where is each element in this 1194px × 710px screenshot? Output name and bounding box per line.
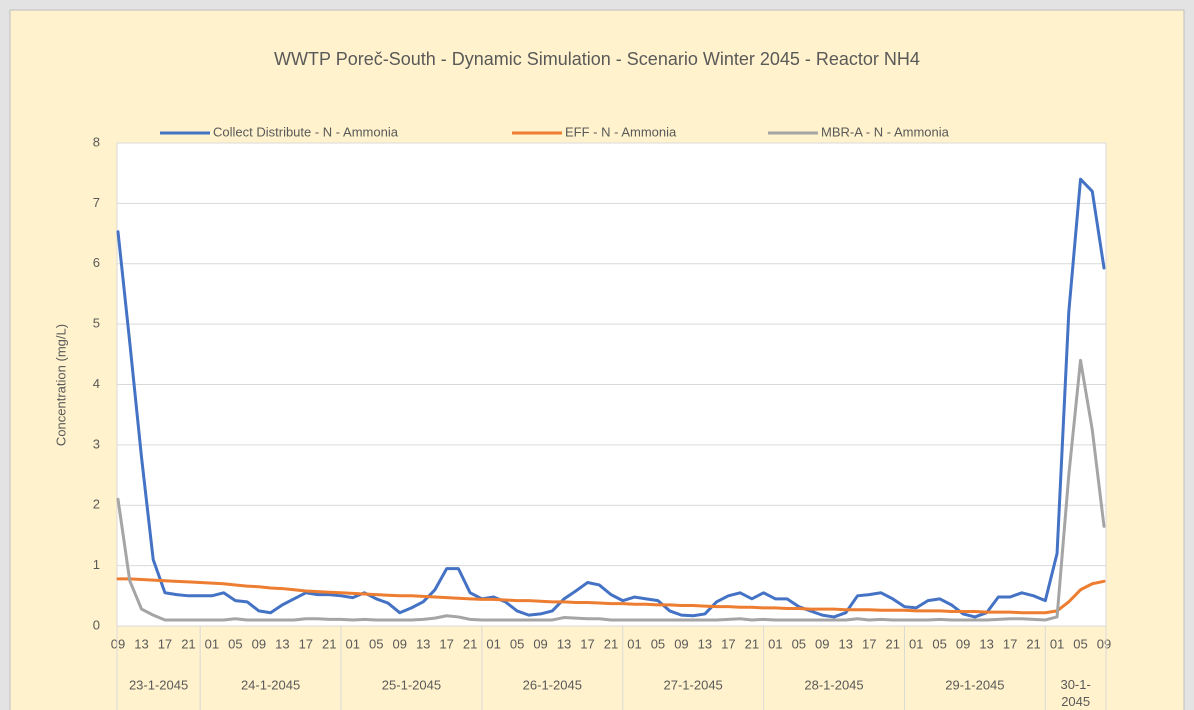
x-tick-label: 09 xyxy=(392,636,406,651)
day-label: 29-1-2045 xyxy=(945,677,1004,692)
y-tick-label: 2 xyxy=(93,497,100,512)
x-tick-label: 17 xyxy=(721,636,735,651)
x-tick-label: 17 xyxy=(299,636,313,651)
x-tick-label: 13 xyxy=(839,636,853,651)
x-tick-label: 21 xyxy=(322,636,336,651)
x-tick-label: 21 xyxy=(745,636,759,651)
y-tick-label: 0 xyxy=(93,617,100,632)
x-tick-label: 01 xyxy=(768,636,782,651)
x-tick-label: 17 xyxy=(862,636,876,651)
legend-label: MBR-A - N - Ammonia xyxy=(821,124,950,139)
x-tick-label: 13 xyxy=(698,636,712,651)
y-tick-label: 4 xyxy=(93,376,100,391)
y-tick-label: 1 xyxy=(93,557,100,572)
x-tick-label: 13 xyxy=(134,636,148,651)
day-label: 27-1-2045 xyxy=(664,677,723,692)
x-tick-label: 01 xyxy=(486,636,500,651)
x-tick-label: 13 xyxy=(557,636,571,651)
x-tick-label: 05 xyxy=(369,636,383,651)
x-tick-label: 05 xyxy=(792,636,806,651)
legend-label: EFF - N - Ammonia xyxy=(565,124,677,139)
x-tick-label: 13 xyxy=(416,636,430,651)
x-tick-label: 05 xyxy=(228,636,242,651)
x-tick-label: 13 xyxy=(275,636,289,651)
x-tick-label: 09 xyxy=(533,636,547,651)
x-tick-label: 21 xyxy=(1026,636,1040,651)
x-tick-label: 17 xyxy=(158,636,172,651)
x-tick-label: 05 xyxy=(510,636,524,651)
day-label: 23-1-2045 xyxy=(129,677,188,692)
x-tick-label: 17 xyxy=(1003,636,1017,651)
x-tick-label: 09 xyxy=(815,636,829,651)
y-tick-label: 8 xyxy=(93,134,100,149)
x-tick-label: 17 xyxy=(439,636,453,651)
y-tick-label: 3 xyxy=(93,436,100,451)
x-tick-label: 21 xyxy=(885,636,899,651)
day-label: 24-1-2045 xyxy=(241,677,300,692)
y-tick-label: 6 xyxy=(93,255,100,270)
x-tick-label: 09 xyxy=(1097,636,1111,651)
day-label: 26-1-2045 xyxy=(523,677,582,692)
series-line xyxy=(116,358,1106,622)
x-tick-label: 09 xyxy=(111,636,125,651)
x-tick-label: 09 xyxy=(956,636,970,651)
x-tick-label: 01 xyxy=(627,636,641,651)
series-line xyxy=(116,177,1106,619)
x-tick-label: 17 xyxy=(580,636,594,651)
legend-label: Collect Distribute - N - Ammonia xyxy=(213,124,399,139)
y-tick-label: 7 xyxy=(93,195,100,210)
x-tick-label: 01 xyxy=(1050,636,1064,651)
x-tick-label: 13 xyxy=(979,636,993,651)
x-tick-label: 21 xyxy=(463,636,477,651)
x-tick-label: 01 xyxy=(346,636,360,651)
x-tick-label: 09 xyxy=(252,636,266,651)
x-tick-label: 01 xyxy=(909,636,923,651)
x-tick-label: 21 xyxy=(604,636,618,651)
x-tick-label: 05 xyxy=(651,636,665,651)
x-tick-label: 01 xyxy=(205,636,219,651)
series-line xyxy=(116,577,1106,615)
x-tick-label: 21 xyxy=(181,636,195,651)
day-label: 25-1-2045 xyxy=(382,677,441,692)
day-label: 30-1-2045 xyxy=(1060,677,1090,709)
y-tick-label: 5 xyxy=(93,316,100,331)
y-axis-label: Concentration (mg/L) xyxy=(53,324,68,446)
day-label: 28-1-2045 xyxy=(804,677,863,692)
x-tick-label: 05 xyxy=(1073,636,1087,651)
x-tick-label: 09 xyxy=(674,636,688,651)
x-tick-label: 05 xyxy=(932,636,946,651)
chart-title: WWTP Poreč-South - Dynamic Simulation - … xyxy=(274,49,920,69)
